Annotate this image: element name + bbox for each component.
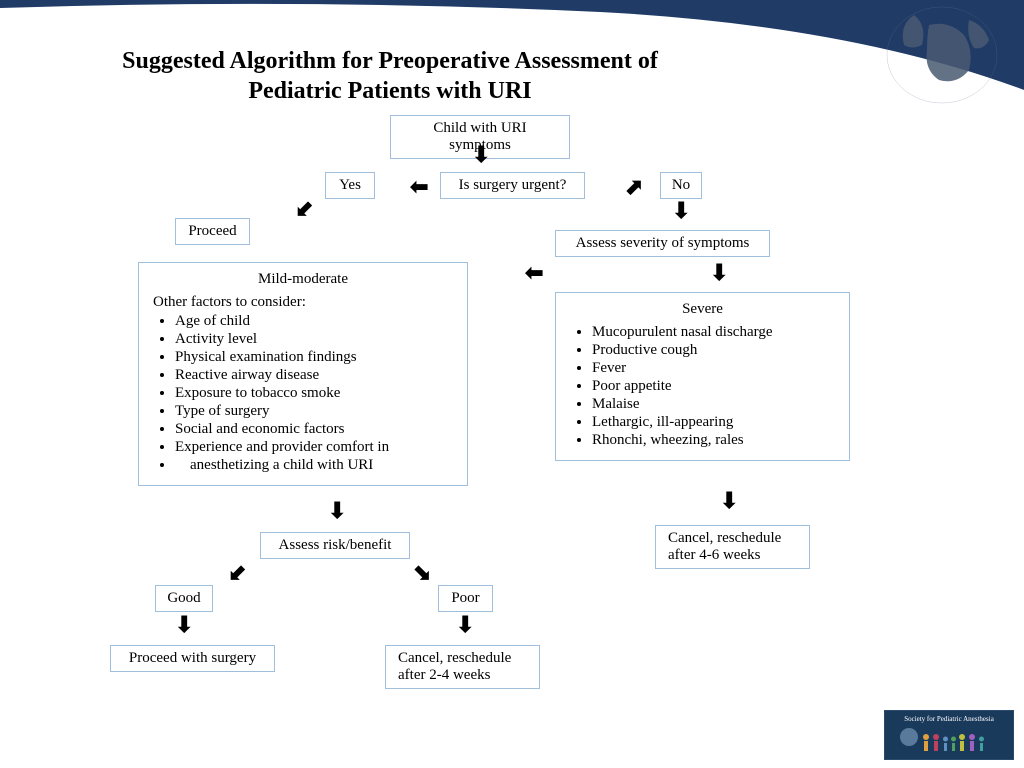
arrow-downleft-icon: ⬋	[295, 198, 313, 220]
list-item: Physical examination findings	[175, 349, 453, 366]
list-item: Fever	[592, 360, 835, 377]
node-assess-risk: Assess risk/benefit	[260, 532, 410, 559]
node-assess-severity: Assess severity of symptoms	[555, 230, 770, 257]
list-item: Type of surgery	[175, 403, 453, 420]
arrow-left-icon: ⬅	[525, 262, 543, 284]
arrow-downright-icon: ⬊	[413, 562, 431, 584]
list-item: Poor appetite	[592, 378, 835, 395]
mild-list: Age of child Activity level Physical exa…	[153, 313, 453, 474]
node-yes: Yes	[325, 172, 375, 199]
list-item: Age of child	[175, 313, 453, 330]
node-mild-moderate: Mild-moderate Other factors to consider:…	[138, 262, 468, 486]
list-item: Exposure to tobacco smoke	[175, 385, 453, 402]
list-item: Malaise	[592, 396, 835, 413]
footer-line1: Society for Pediatric Anesthesia	[885, 715, 1013, 723]
arrow-down-icon: ⬇	[175, 614, 193, 636]
node-severe: Severe Mucopurulent nasal discharge Prod…	[555, 292, 850, 461]
node-poor: Poor	[438, 585, 493, 612]
arrow-down-icon: ⬇	[456, 614, 474, 636]
list-item: Productive cough	[592, 342, 835, 359]
arrow-downleft-icon: ⬋	[228, 562, 246, 584]
severe-heading: Severe	[570, 301, 835, 318]
arrow-down-icon: ⬇	[672, 200, 690, 222]
node-no: No	[660, 172, 702, 199]
arrow-left-icon: ⬅	[410, 176, 428, 198]
arrow-down-icon: ⬇	[720, 490, 738, 512]
footer-logo: Society for Pediatric Anesthesia	[884, 710, 1014, 760]
list-item: Social and economic factors	[175, 421, 453, 438]
page-title: Suggested Algorithm for Preoperative Ass…	[80, 46, 700, 106]
list-item: Rhonchi, wheezing, rales	[592, 432, 835, 449]
node-urgent: Is surgery urgent?	[440, 172, 585, 199]
severe-list: Mucopurulent nasal discharge Productive …	[570, 324, 835, 449]
list-item: anesthetizing a child with URI	[175, 457, 453, 474]
list-item: Lethargic, ill-appearing	[592, 414, 835, 431]
node-good: Good	[155, 585, 213, 612]
node-proceed: Proceed	[175, 218, 250, 245]
mild-heading: Mild-moderate	[153, 271, 453, 288]
list-item: Reactive airway disease	[175, 367, 453, 384]
list-item: Mucopurulent nasal discharge	[592, 324, 835, 341]
list-item: Activity level	[175, 331, 453, 348]
arrow-down-icon: ⬇	[710, 262, 728, 284]
mild-sub: Other factors to consider:	[153, 294, 453, 311]
arrow-right-icon: ⬈	[625, 176, 643, 198]
globe-icon	[874, 0, 1004, 110]
node-proceed-surgery: Proceed with surgery	[110, 645, 275, 672]
node-cancel24: Cancel, reschedule after 2-4 weeks	[385, 645, 540, 689]
arrow-down-icon: ⬇	[328, 500, 346, 522]
node-cancel46: Cancel, reschedule after 4-6 weeks	[655, 525, 810, 569]
arrow-down-icon: ⬇	[472, 144, 490, 166]
list-item: Experience and provider comfort in	[175, 439, 453, 456]
